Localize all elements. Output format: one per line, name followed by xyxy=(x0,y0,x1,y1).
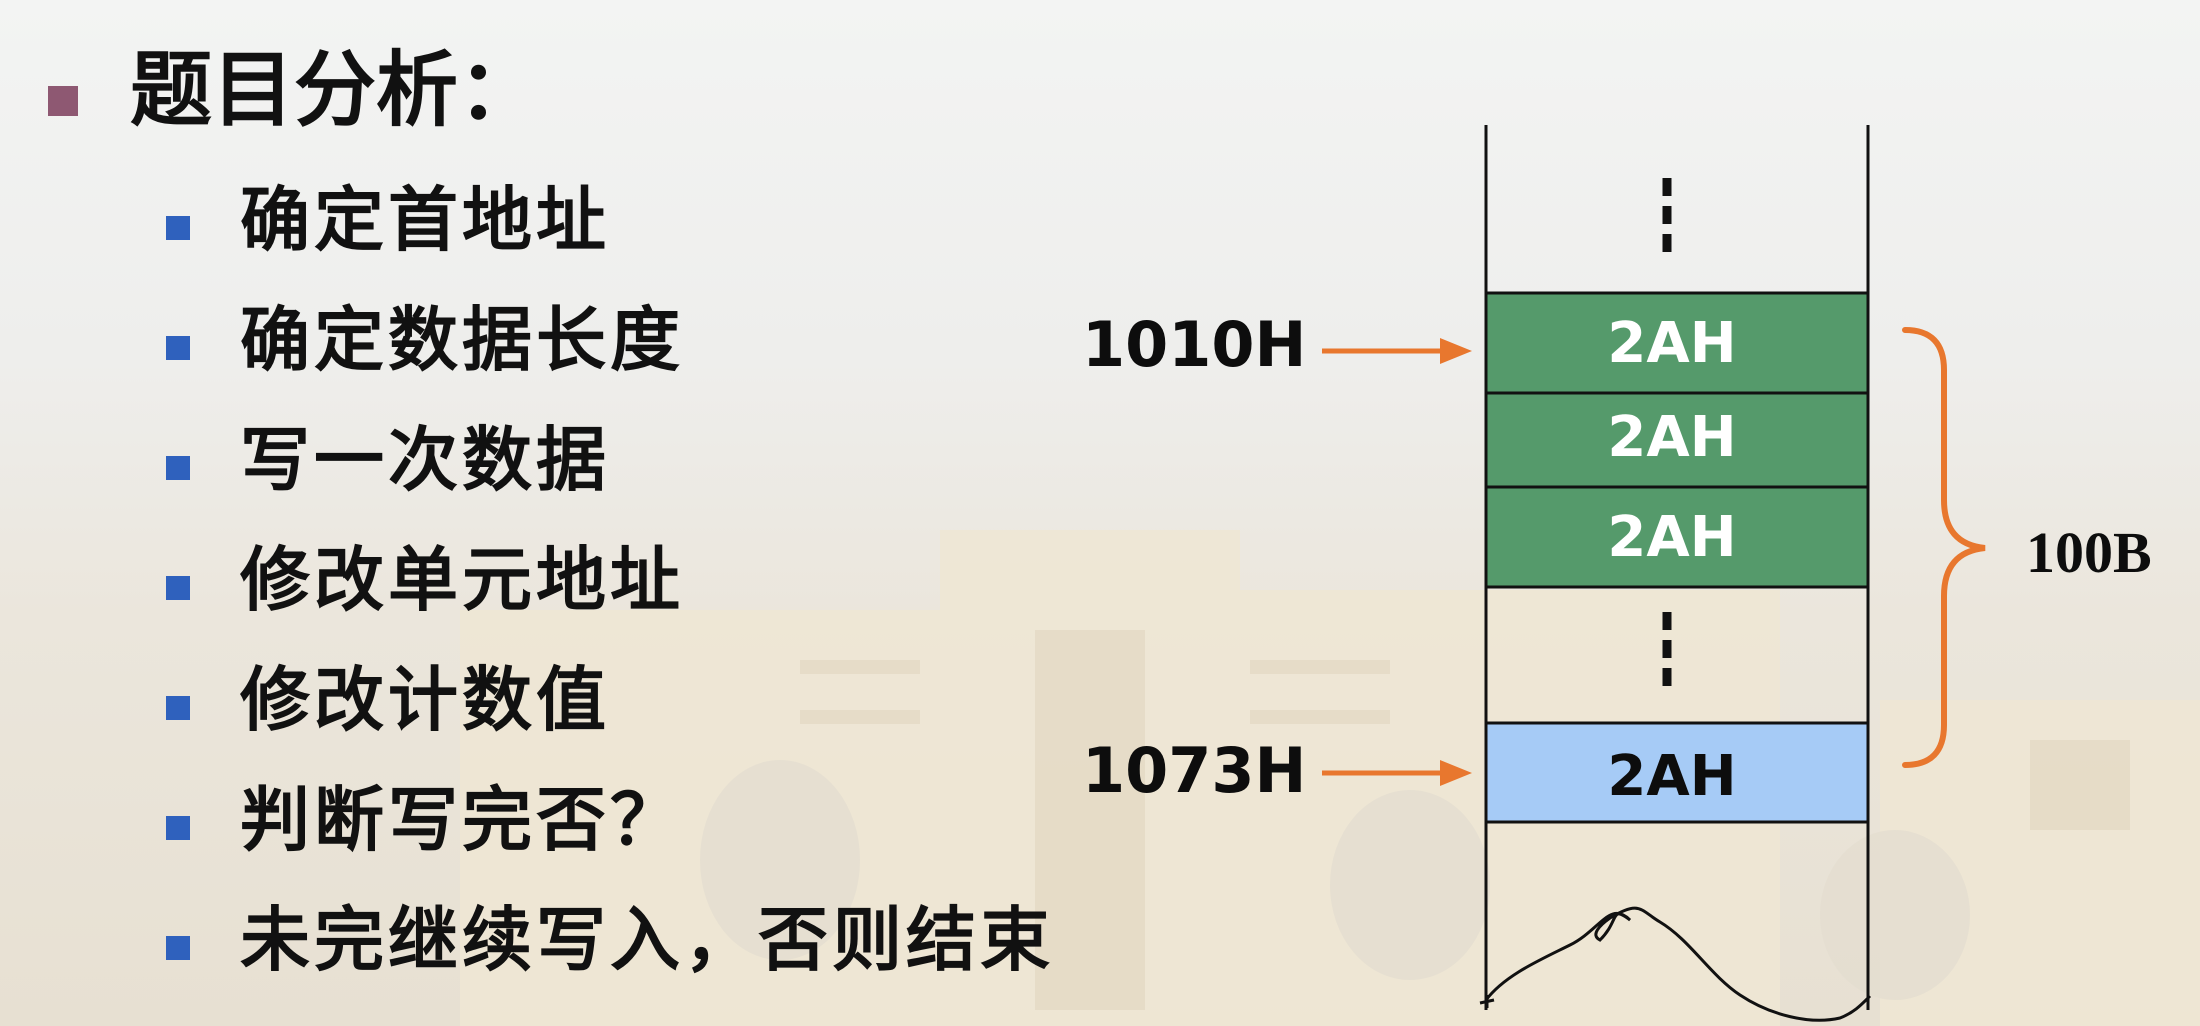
slide-title: 题目分析： xyxy=(130,42,541,138)
bg-tree xyxy=(1820,830,1970,1000)
bg-window-row xyxy=(800,660,920,674)
bullet-marker xyxy=(166,336,190,360)
bullet-marker xyxy=(166,696,190,720)
memory-cell xyxy=(1484,485,1870,589)
main-bullet-marker xyxy=(48,86,78,116)
memory-cell xyxy=(1484,391,1870,489)
bg-tree xyxy=(1330,790,1490,980)
bg-window-column xyxy=(1035,630,1145,1010)
bg-window-row xyxy=(1250,660,1390,674)
step-item: 修改计数值 xyxy=(240,658,610,741)
handdrawn-squiggle-cap xyxy=(1479,995,1495,1008)
bg-building-left xyxy=(460,610,940,1026)
step-item: 判断写完否？ xyxy=(240,778,684,861)
bullet-marker xyxy=(166,216,190,240)
step-item: 未完继续写入，否则结束 xyxy=(240,898,1054,981)
step-item: 确定首地址 xyxy=(240,178,610,261)
cell-value: 2AH xyxy=(1607,311,1736,376)
end-address-arrow-head xyxy=(1440,760,1472,786)
cell-value: 2AH xyxy=(1607,505,1736,570)
block-size-brace xyxy=(1902,327,1986,768)
start-address-label: 1010H xyxy=(1082,308,1307,381)
memory-cell-1010h xyxy=(1484,291,1870,395)
memory-cell-1073h xyxy=(1484,721,1870,824)
bullet-marker xyxy=(166,456,190,480)
bg-window-block xyxy=(2030,740,2130,830)
step-item: 修改单元地址 xyxy=(240,538,684,621)
step-item: 确定数据长度 xyxy=(240,298,684,381)
bg-window-row xyxy=(800,710,920,724)
bullet-marker xyxy=(166,816,190,840)
bullet-marker xyxy=(166,576,190,600)
start-address-arrow-head xyxy=(1440,338,1472,364)
end-address-label: 1073H xyxy=(1082,734,1307,807)
handdrawn-squiggle xyxy=(1484,906,1872,1022)
bg-window-row xyxy=(1250,710,1390,724)
bullet-marker xyxy=(166,936,190,960)
cell-value: 2AH xyxy=(1607,744,1736,809)
block-size-label: 100B xyxy=(2026,520,2152,585)
bg-tree xyxy=(700,760,860,960)
cell-value: 2AH xyxy=(1607,405,1736,470)
step-item: 写一次数据 xyxy=(240,418,610,501)
